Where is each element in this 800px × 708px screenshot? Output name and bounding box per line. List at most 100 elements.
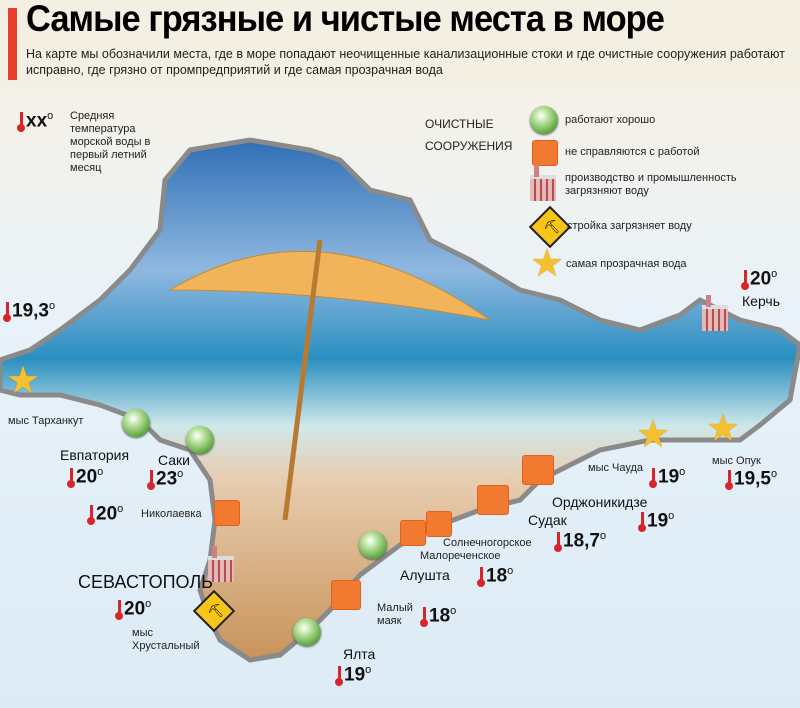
temp-legend-text: Средняя температура морской воды в первы…: [70, 110, 151, 174]
orange-square-icon: [214, 500, 240, 526]
temp-evpatoria: 20o: [67, 466, 104, 489]
degree: o: [365, 664, 372, 676]
degree: o: [771, 268, 778, 280]
place-label: мыс Опук: [712, 455, 761, 467]
place-label: Малореченское: [420, 550, 501, 562]
temp-chauda: 19o: [649, 466, 686, 489]
temp-legend-symbol: xxo: [17, 110, 54, 133]
temp-value: 18,7: [563, 530, 600, 552]
temp-value: 20: [750, 268, 772, 290]
degree: o: [599, 530, 607, 542]
legend-label: производство и промышленность загрязняют…: [565, 172, 737, 197]
place-label: Ялта: [343, 646, 376, 662]
umbrella-illustration: [168, 239, 491, 521]
temp-value: 19: [647, 510, 669, 532]
thermometer-icon: [147, 470, 155, 491]
legend-label: работают хорошо: [565, 114, 656, 126]
orange-square-icon: [331, 580, 361, 610]
temp-value: 19: [344, 664, 366, 686]
accent-bar: [8, 8, 17, 80]
temp-kerch: 20o: [741, 268, 778, 291]
thermometer-icon: [3, 302, 11, 323]
degree: o: [117, 503, 124, 515]
temp-value: 20: [124, 598, 146, 620]
page-title: Самые грязные и чистые места в море: [26, 0, 665, 39]
factory-icon: [702, 295, 728, 331]
temp-value: xx: [26, 110, 48, 132]
temp-value: 19,5: [734, 468, 771, 490]
legend-heading: ОЧИСТНЫЕ СООРУЖЕНИЯ: [425, 117, 513, 153]
green-circle-icon: [122, 409, 150, 437]
thermometer-icon: [554, 532, 562, 553]
place-label: СЕВАСТОПОЛЬ: [78, 572, 213, 592]
temp-yalta: 19o: [335, 664, 372, 687]
thermometer-icon: [477, 567, 485, 588]
degree: o: [450, 605, 457, 617]
thermometer-icon: [638, 512, 646, 533]
degree: o: [770, 468, 778, 480]
degree: o: [145, 598, 152, 610]
star-icon: ★: [636, 414, 671, 456]
temp-ordzhonikidze: 19o: [638, 510, 675, 533]
thermometer-icon: [649, 468, 657, 489]
place-label: Судак: [528, 512, 567, 528]
temp-value: 18: [486, 565, 508, 587]
thermometer-icon: [115, 600, 123, 621]
degree: o: [97, 466, 104, 478]
legend-label: стройка загрязняет воду: [567, 220, 692, 232]
factory-icon: [208, 546, 234, 582]
temp-west: 19,3o: [3, 300, 56, 323]
worker-icon: ⛏: [543, 219, 560, 235]
worker-icon: ⛏: [207, 603, 224, 619]
orange-square-icon: [426, 511, 452, 537]
factory-icon: [530, 165, 556, 201]
orange-square-icon: [400, 520, 426, 546]
thermometer-icon: [741, 270, 749, 291]
page-subtitle: На карте мы обозначили места, где в море…: [26, 47, 785, 77]
legend-label: не справляются с работой: [565, 146, 700, 158]
star-icon: ★: [530, 243, 565, 285]
thermometer-icon: [87, 505, 95, 526]
place-label: мыс Тарханкут: [8, 415, 84, 427]
temp-maly-mayak: 18o: [420, 605, 457, 628]
green-circle-icon: [293, 618, 321, 646]
degree: o: [48, 300, 56, 312]
green-circle-icon: [530, 106, 558, 134]
orange-square-icon: [477, 485, 509, 515]
green-circle-icon: [359, 531, 387, 559]
legend-label: самая прозрачная вода: [566, 258, 687, 270]
temp-value: 18: [429, 605, 451, 627]
degree: o: [679, 466, 686, 478]
thermometer-icon: [17, 112, 25, 133]
place-label: Керчь: [742, 293, 781, 309]
temp-alushta: 18o: [477, 565, 514, 588]
place-label: Солнечногорское: [443, 537, 532, 549]
place-label: Саки: [158, 452, 190, 468]
thermometer-icon: [335, 666, 343, 687]
temp-sevastopol: 20o: [115, 598, 152, 621]
header: Самые грязные и чистые места в море На к…: [0, 0, 800, 86]
degree: o: [47, 110, 54, 122]
degree: o: [177, 468, 184, 480]
place-label: Евпатория: [60, 447, 130, 463]
temp-value: 23: [156, 468, 178, 490]
temp-nikolaevka: 20o: [87, 503, 124, 526]
temp-value: 20: [76, 466, 98, 488]
temp-sudak: 18,7o: [554, 530, 607, 553]
green-circle-icon: [186, 426, 214, 454]
temp-saki: 23o: [147, 468, 184, 491]
degree: o: [507, 565, 514, 577]
degree: o: [668, 510, 675, 522]
place-label: мыс Хрустальный: [132, 627, 200, 652]
thermometer-icon: [420, 607, 428, 628]
place-label: мыс Чауда: [588, 462, 644, 474]
place-label: Малый маяк: [377, 602, 413, 627]
star-icon: ★: [6, 360, 41, 402]
temp-opuk: 19,5o: [725, 468, 778, 491]
star-icon: ★: [706, 408, 741, 450]
orange-square-icon: [522, 455, 554, 485]
orange-square-icon: [532, 140, 558, 166]
thermometer-icon: [725, 470, 733, 491]
